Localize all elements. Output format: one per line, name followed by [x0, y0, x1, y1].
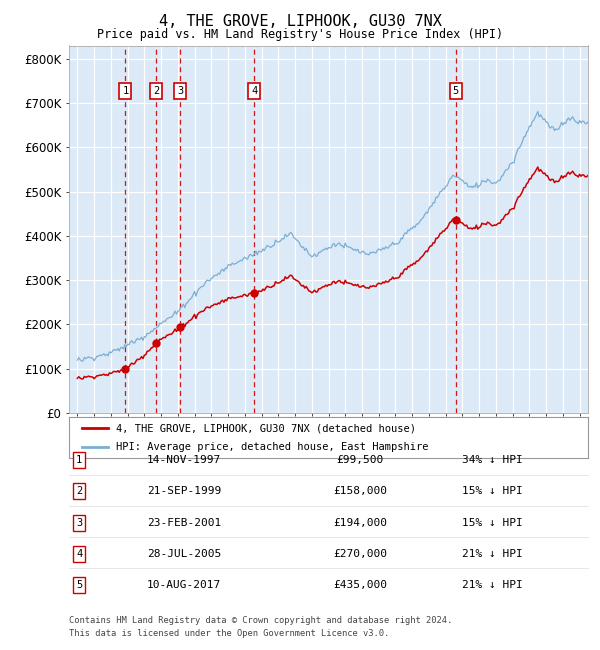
Text: £194,000: £194,000	[333, 517, 387, 528]
Text: 4: 4	[76, 549, 82, 559]
Text: 1: 1	[122, 86, 128, 96]
Text: £435,000: £435,000	[333, 580, 387, 590]
Text: 15% ↓ HPI: 15% ↓ HPI	[461, 486, 523, 497]
Text: 28-JUL-2005: 28-JUL-2005	[147, 549, 221, 559]
Text: £99,500: £99,500	[337, 455, 383, 465]
Text: £270,000: £270,000	[333, 549, 387, 559]
Text: 3: 3	[177, 86, 183, 96]
Text: 1: 1	[76, 455, 82, 465]
Text: 4, THE GROVE, LIPHOOK, GU30 7NX (detached house): 4, THE GROVE, LIPHOOK, GU30 7NX (detache…	[116, 423, 416, 434]
Text: 15% ↓ HPI: 15% ↓ HPI	[461, 517, 523, 528]
Text: 4: 4	[251, 86, 257, 96]
Text: 23-FEB-2001: 23-FEB-2001	[147, 517, 221, 528]
Text: 14-NOV-1997: 14-NOV-1997	[147, 455, 221, 465]
Text: 5: 5	[76, 580, 82, 590]
Text: 2: 2	[76, 486, 82, 497]
Text: 21-SEP-1999: 21-SEP-1999	[147, 486, 221, 497]
Text: 3: 3	[76, 517, 82, 528]
Text: 21% ↓ HPI: 21% ↓ HPI	[461, 549, 523, 559]
Text: 4, THE GROVE, LIPHOOK, GU30 7NX: 4, THE GROVE, LIPHOOK, GU30 7NX	[158, 14, 442, 29]
Text: 2: 2	[153, 86, 160, 96]
Text: Contains HM Land Registry data © Crown copyright and database right 2024.: Contains HM Land Registry data © Crown c…	[69, 616, 452, 625]
Text: This data is licensed under the Open Government Licence v3.0.: This data is licensed under the Open Gov…	[69, 629, 389, 638]
Text: HPI: Average price, detached house, East Hampshire: HPI: Average price, detached house, East…	[116, 442, 428, 452]
Text: 34% ↓ HPI: 34% ↓ HPI	[461, 455, 523, 465]
Text: 21% ↓ HPI: 21% ↓ HPI	[461, 580, 523, 590]
Text: Price paid vs. HM Land Registry's House Price Index (HPI): Price paid vs. HM Land Registry's House …	[97, 28, 503, 41]
Text: 5: 5	[453, 86, 459, 96]
Text: £158,000: £158,000	[333, 486, 387, 497]
Text: 10-AUG-2017: 10-AUG-2017	[147, 580, 221, 590]
